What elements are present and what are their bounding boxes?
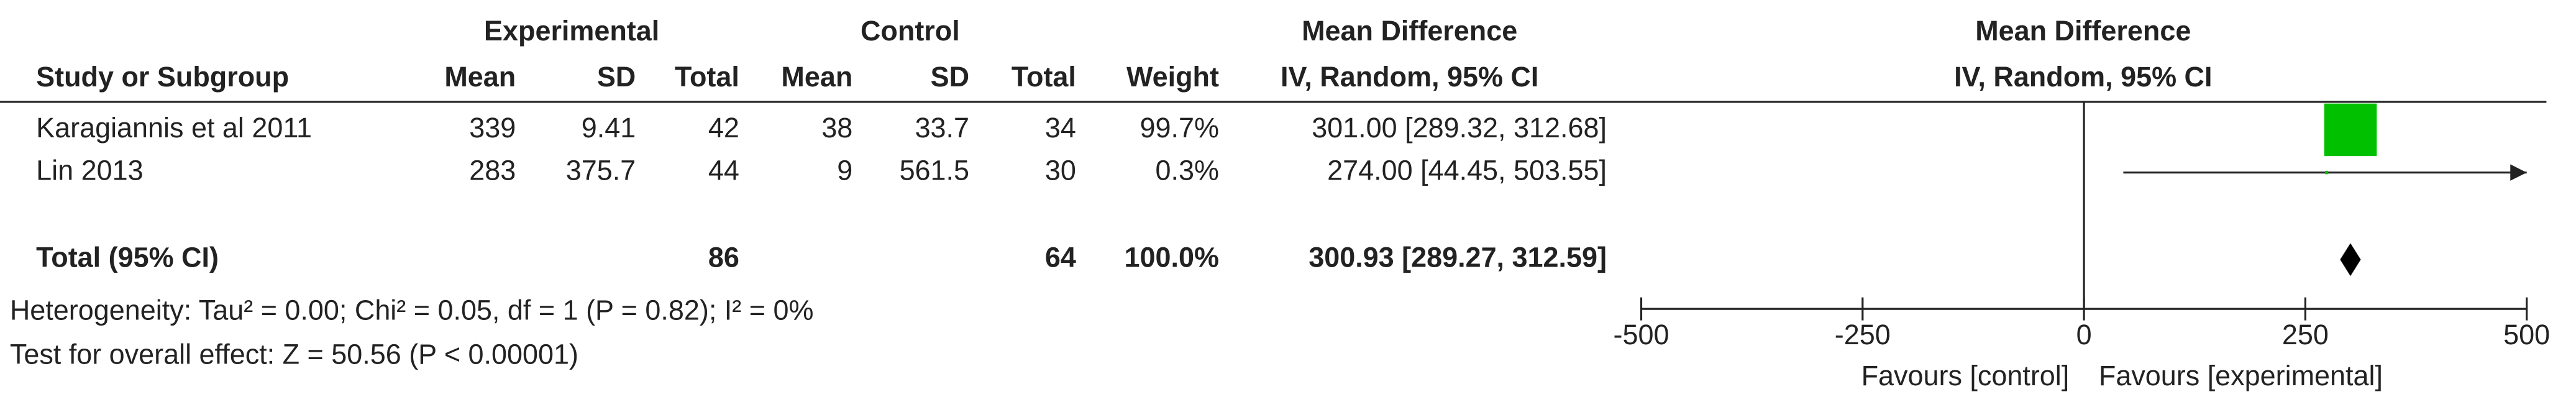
cell: 0.3% [1156, 155, 1219, 186]
column-header: Total [1012, 61, 1076, 93]
total-cell: 86 [708, 242, 739, 273]
cell: 375.7 [566, 155, 636, 186]
total-cell: 100.0% [1125, 242, 1219, 273]
study-square [2324, 103, 2377, 157]
total-label: Total (95% CI) [36, 242, 219, 273]
group-header: Experimental [484, 15, 659, 47]
cell: 38 [821, 112, 852, 144]
column-header: SD [931, 61, 969, 93]
group-header: Mean Difference [1975, 15, 2191, 47]
cell: 9.41 [582, 112, 636, 144]
cell: Lin 2013 [36, 155, 143, 186]
favours-right: Favours [experimental] [2099, 360, 2383, 391]
x-tick-label: 500 [2503, 319, 2550, 350]
column-header: Mean [781, 61, 852, 93]
cell: 42 [708, 112, 739, 144]
overall-effect: Test for overall effect: Z = 50.56 (P < … [10, 339, 578, 370]
cell: 30 [1045, 155, 1076, 186]
cell: Karagiannis et al 2011 [36, 112, 312, 144]
column-header: Total [675, 61, 739, 93]
cell: 339 [469, 112, 516, 144]
cell: 99.7% [1140, 112, 1219, 144]
x-tick-label: 0 [2076, 319, 2092, 350]
cell: 274.00 [44.45, 503.55] [1327, 155, 1607, 186]
study-square [2324, 171, 2329, 175]
cell: 44 [708, 155, 739, 186]
column-header: IV, Random, 95% CI [1281, 61, 1538, 93]
ci-arrow [2510, 164, 2527, 181]
column-header: SD [597, 61, 636, 93]
x-tick-label: -500 [1614, 319, 1669, 350]
column-header: Weight [1126, 61, 1219, 93]
column-header: IV, Random, 95% CI [1954, 61, 2212, 93]
favours-left: Favours [control] [1861, 360, 2070, 391]
cell: 33.7 [915, 112, 969, 144]
cell: 9 [837, 155, 852, 186]
total-diamond [2340, 243, 2361, 277]
cell: 301.00 [289.32, 312.68] [1312, 112, 1607, 144]
x-tick-label: 250 [2282, 319, 2329, 350]
total-cell: 64 [1045, 242, 1076, 273]
cell: 561.5 [900, 155, 969, 186]
column-header: Study or Subgroup [36, 61, 289, 93]
group-header: Control [861, 15, 960, 47]
cell: 283 [469, 155, 516, 186]
column-header: Mean [444, 61, 516, 93]
cell: 34 [1045, 112, 1076, 144]
total-cell: 300.93 [289.27, 312.59] [1309, 242, 1607, 273]
x-tick-label: -250 [1835, 319, 1891, 350]
heterogeneity: Heterogeneity: Tau² = 0.00; Chi² = 0.05,… [10, 294, 814, 326]
group-header: Mean Difference [1302, 15, 1517, 47]
